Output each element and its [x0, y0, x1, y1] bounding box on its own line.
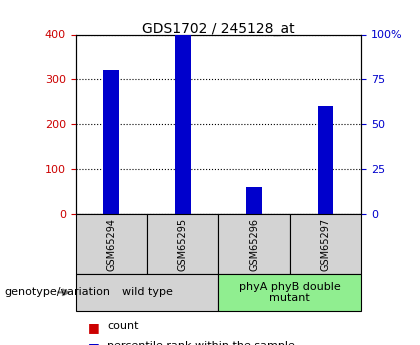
Text: count: count: [107, 321, 139, 331]
Text: GSM65295: GSM65295: [178, 218, 188, 270]
Bar: [318, 106, 333, 214]
Bar: [318, 163, 333, 214]
Text: percentile rank within the sample: percentile rank within the sample: [107, 341, 295, 345]
Bar: [103, 114, 119, 214]
Text: genotype/variation: genotype/variation: [4, 287, 110, 297]
Bar: [103, 70, 119, 214]
Text: GSM65297: GSM65297: [320, 218, 331, 270]
Text: GDS1702 / 245128_at: GDS1702 / 245128_at: [142, 22, 295, 37]
Text: wild type: wild type: [121, 287, 173, 297]
Text: GSM65296: GSM65296: [249, 218, 259, 270]
Bar: [175, 50, 191, 214]
Bar: [246, 187, 262, 214]
Text: ■: ■: [88, 321, 100, 334]
Bar: [246, 203, 262, 214]
Text: phyA phyB double
mutant: phyA phyB double mutant: [239, 282, 341, 303]
Bar: [175, 29, 191, 214]
Text: ■: ■: [88, 341, 100, 345]
Text: GSM65294: GSM65294: [106, 218, 116, 270]
